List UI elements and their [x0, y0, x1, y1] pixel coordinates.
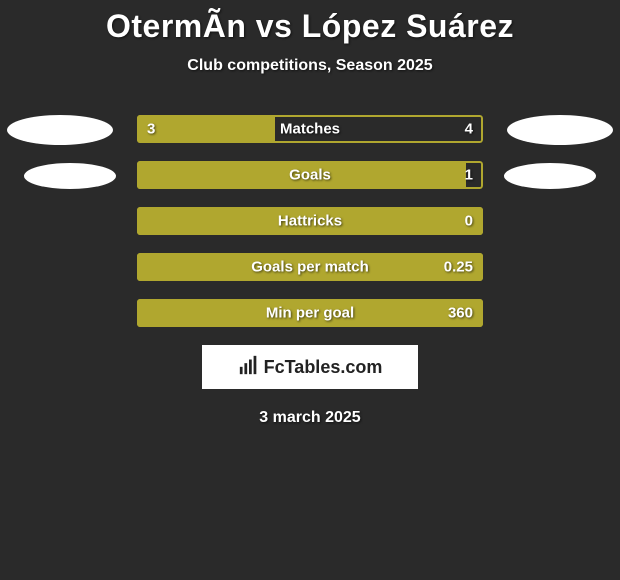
bar-label: Matches — [280, 121, 340, 138]
brand-box: FcTables.com — [202, 345, 418, 389]
player-right-avatar-2 — [504, 163, 596, 189]
bar-label: Goals — [289, 167, 331, 184]
bar-right-value: 4 — [465, 121, 473, 138]
bar-row: Hattricks 0 — [137, 207, 483, 235]
page-subtitle: Club competitions, Season 2025 — [0, 57, 620, 75]
bar-right-value: 360 — [448, 305, 473, 322]
bar-label: Min per goal — [266, 305, 354, 322]
bar-row: Min per goal 360 — [137, 299, 483, 327]
brand-chart-icon — [238, 354, 260, 381]
player-left-avatar-2 — [24, 163, 116, 189]
brand-text: FcTables.com — [264, 357, 383, 378]
bar-row: Goals 1 — [137, 161, 483, 189]
bar-right-value: 1 — [465, 167, 473, 184]
bar-row: 3 Matches 4 — [137, 115, 483, 143]
bar-row: Goals per match 0.25 — [137, 253, 483, 281]
bar-left-value: 3 — [147, 121, 155, 138]
bar-label: Hattricks — [278, 213, 342, 230]
bar-right-value: 0.25 — [444, 259, 473, 276]
bar-right-value: 0 — [465, 213, 473, 230]
bar-fill — [137, 115, 275, 143]
player-right-avatar-1 — [507, 115, 613, 145]
date-label: 3 march 2025 — [0, 409, 620, 427]
player-left-avatar-1 — [7, 115, 113, 145]
bars-container: 3 Matches 4 Goals 1 Hattricks 0 Goals per match… — [137, 115, 483, 327]
bar-label: Goals per match — [251, 259, 369, 276]
comparison-chart: 3 Matches 4 Goals 1 Hattricks 0 Goals per match… — [0, 115, 620, 327]
page-title: OtermÃ­n vs López Suárez — [0, 0, 620, 45]
